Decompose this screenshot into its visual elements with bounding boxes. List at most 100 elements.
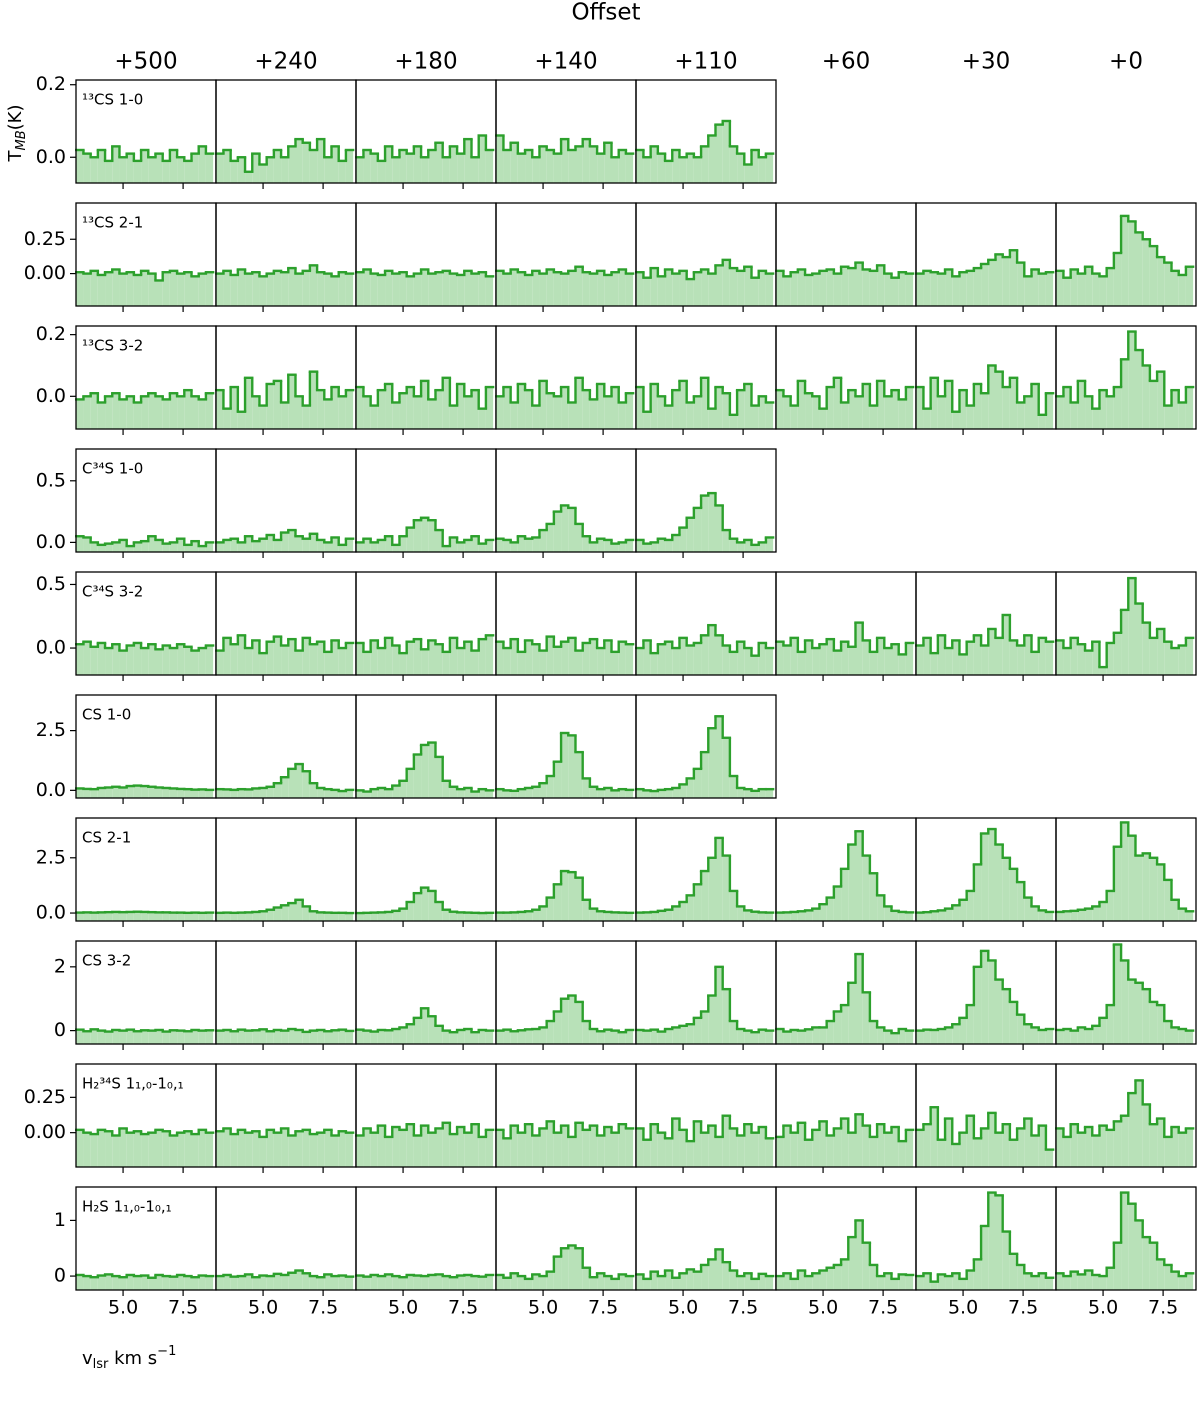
- spectrum-fill: [636, 387, 644, 429]
- spectrum-fill: [805, 910, 813, 921]
- spectrum-fill: [539, 650, 547, 675]
- spectrum-fill: [119, 1030, 127, 1044]
- spectrum-fill: [758, 157, 766, 183]
- spectrum-fill: [281, 157, 289, 183]
- spectrum-fill: [525, 149, 533, 183]
- spectrum-fill: [812, 648, 820, 675]
- spectrum-fill: [1092, 906, 1100, 921]
- spectrum-fill: [1113, 632, 1122, 675]
- spectrum-fill: [345, 390, 354, 429]
- spectrum-fill: [177, 1132, 185, 1167]
- spectrum-fill: [995, 844, 1003, 921]
- spectrum-fill: [1056, 640, 1064, 675]
- spectrum-fill: [862, 992, 870, 1044]
- spectrum-fill: [457, 912, 465, 921]
- spectrum-fill: [317, 272, 325, 306]
- spectrum-fill: [356, 1275, 364, 1290]
- spectrum-fill: [1056, 396, 1064, 429]
- spectrum-fill: [413, 520, 422, 552]
- spectrum-fill: [981, 1225, 989, 1290]
- spectrum-fill: [708, 273, 716, 306]
- spectrum-fill: [1171, 1027, 1179, 1044]
- spectrum-fill: [406, 641, 414, 675]
- spectrum-fill: [945, 269, 953, 306]
- spectrum-fill: [133, 274, 142, 306]
- spectrum-fill: [575, 377, 583, 429]
- spectrum-fill: [1099, 1125, 1107, 1167]
- spectrum-fill: [356, 157, 364, 183]
- spectrum-fill: [722, 530, 730, 552]
- spectrum-fill: [177, 396, 185, 429]
- spectrum-fill: [413, 273, 422, 306]
- spectrum-fill: [988, 1112, 996, 1167]
- spectrum-fill: [1113, 252, 1122, 306]
- spectrum-fill: [216, 789, 224, 798]
- spectrum-fill: [406, 527, 414, 552]
- spectrum-fill: [517, 153, 526, 183]
- spectrum-fill: [252, 396, 260, 429]
- spectrum-fill: [833, 1128, 842, 1167]
- spectrum-fill: [686, 517, 694, 552]
- spectrum-fill: [421, 887, 429, 921]
- spectrum-fill: [76, 1129, 84, 1167]
- y-tick-label: 1: [54, 1209, 66, 1231]
- spectrum-fill: [105, 1274, 113, 1290]
- spectrum-fill: [988, 259, 996, 306]
- spectrum-fill: [1009, 640, 1018, 675]
- spectrum-fill: [625, 273, 634, 306]
- spectrum-fill: [464, 139, 472, 183]
- spectrum-fill: [309, 783, 318, 798]
- spectrum-fill: [1121, 960, 1129, 1044]
- spectrum-fill: [517, 651, 526, 675]
- spectrum-fill: [945, 648, 953, 675]
- spectrum-fill: [338, 1275, 346, 1290]
- spectrum-fill: [457, 542, 465, 552]
- spectrum-fill: [1077, 909, 1086, 921]
- spectrum-fill: [141, 1275, 149, 1290]
- spectrum-fill: [1002, 614, 1010, 675]
- spectrum-fill: [539, 906, 547, 921]
- spectrum-fill: [708, 625, 716, 675]
- spectrum-fill: [686, 1024, 694, 1044]
- spectrum-fill: [891, 277, 899, 306]
- spectrum-fill: [812, 396, 820, 429]
- spectrum-fill: [309, 644, 318, 675]
- spectrum-fill: [230, 644, 238, 675]
- row-label: CS 1-0: [82, 706, 131, 724]
- spectrum-fill: [693, 272, 702, 306]
- spectrum-fill: [848, 390, 856, 429]
- spectrum-fill: [141, 648, 149, 675]
- spectrum-fill: [790, 1132, 798, 1167]
- spectrum-fill: [363, 912, 371, 921]
- spectrum-fill: [568, 507, 576, 552]
- spectrum-fill: [356, 790, 364, 798]
- x-tick-label: 7.5: [308, 1297, 338, 1319]
- spectrum-fill: [575, 752, 583, 798]
- spectrum-fill: [133, 642, 142, 675]
- spectrum-fill: [1009, 1001, 1018, 1044]
- spectrum-fill: [604, 1029, 612, 1044]
- spectrum-fill: [363, 149, 371, 183]
- spectrum-fill: [1128, 221, 1136, 306]
- spectrum-fill: [650, 791, 658, 798]
- spectrum-fill: [90, 542, 98, 552]
- spectrum-fill: [722, 120, 730, 183]
- spectrum-fill: [148, 786, 156, 798]
- spectrum-fill: [345, 273, 354, 306]
- spectrum-fill: [930, 1107, 938, 1167]
- spectrum-fill: [1045, 911, 1054, 921]
- spectrum-fill: [184, 1031, 192, 1044]
- spectrum-fill: [539, 783, 547, 798]
- spectrum-fill: [356, 272, 364, 306]
- spectrum-fill: [575, 146, 583, 183]
- spectrum-fill: [198, 146, 206, 183]
- spectrum-fill: [805, 1276, 813, 1290]
- spectrum-fill: [191, 1029, 199, 1044]
- spectrum-fill: [722, 259, 730, 306]
- spectrum-fill: [636, 272, 644, 306]
- spectrum-fill: [1171, 1127, 1179, 1167]
- spectrum-fill: [848, 646, 856, 675]
- spectrum-fill: [589, 1277, 598, 1290]
- spectrum-fill: [884, 648, 892, 675]
- spectrum-fill: [776, 270, 784, 306]
